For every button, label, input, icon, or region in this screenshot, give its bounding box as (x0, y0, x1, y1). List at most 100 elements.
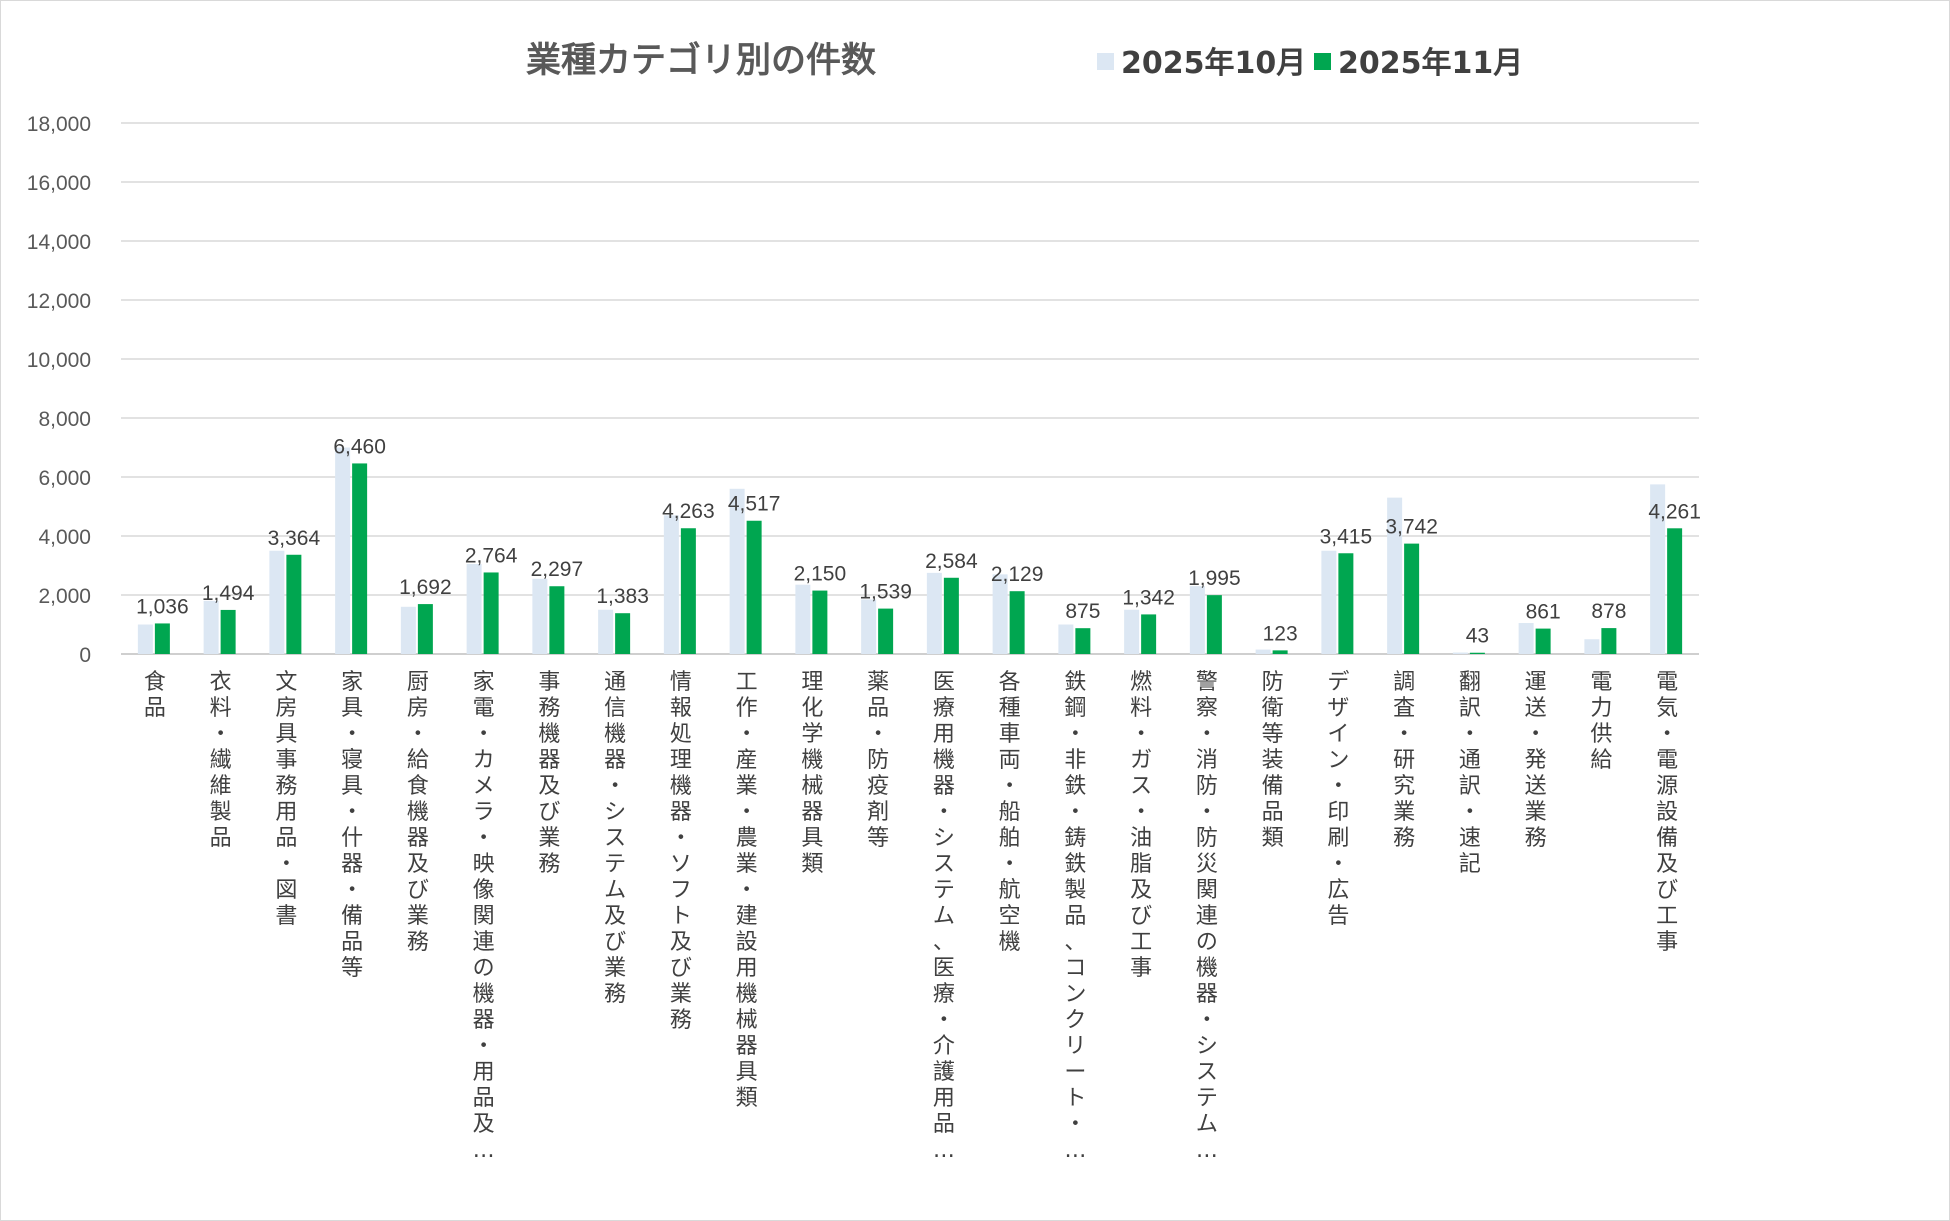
bar-2025-11 (1206, 595, 1222, 654)
x-tick-label: 防衛等装備品類 (1262, 670, 1284, 851)
data-label: 1,995 (1188, 567, 1241, 590)
y-tick-label: 14,000 (27, 231, 91, 254)
y-tick-label: 12,000 (27, 290, 91, 313)
bar-2025-10 (1584, 639, 1600, 654)
bar-2025-11 (417, 604, 433, 654)
x-tick-label: 各種車両・船舶・航空機 (999, 670, 1021, 955)
x-tick-label: 厨房・給食機器及び業務 (407, 670, 429, 955)
x-tick-label: デザイン・印刷・広告 (1327, 670, 1349, 929)
y-tick-label: 10,000 (27, 349, 91, 372)
data-labels: 1,036 1,494 3,364 6,460 1,692 2,764 2,297 1,383… (136, 435, 1701, 647)
bar-2025-10 (335, 447, 351, 654)
x-tick-label: 燃料・ガス・油脂及び工事 (1130, 670, 1152, 981)
bar-2025-10 (663, 515, 679, 654)
data-label: 43 (1466, 625, 1489, 648)
bar-2025-11 (154, 623, 170, 654)
bar-2025-11 (483, 572, 499, 654)
x-tick-label: 翻訳・通訳・速記 (1459, 670, 1481, 877)
bar-2025-11 (352, 463, 368, 654)
bar-2025-11 (220, 609, 236, 654)
data-label: 2,764 (465, 544, 518, 567)
x-tick-label: 理化学機械器具類 (801, 670, 823, 877)
data-label: 2,584 (925, 550, 978, 573)
data-label: 1,383 (596, 585, 649, 608)
x-tick-label: 工作・産業・農業・建設用機械器具類 (736, 670, 758, 1111)
bar-2025-10 (400, 606, 416, 654)
data-label: 3,415 (1320, 525, 1373, 548)
legend: 2025年10月 2025年11月 (1097, 46, 1523, 81)
y-tick-label: 18,000 (27, 113, 91, 136)
x-tick-label: 家具・寝具・什器・備品等 (341, 670, 363, 981)
data-label: 123 (1263, 622, 1298, 645)
y-tick-label: 0 (79, 644, 91, 667)
x-tick-label: 情報処理機器・ソフト及び業務 (670, 670, 692, 1033)
bar-2025-10 (466, 564, 482, 654)
y-tick-label: 16,000 (27, 172, 91, 195)
data-label: 1,342 (1122, 586, 1175, 609)
bar-2025-11 (615, 613, 631, 654)
y-tick-label: 2,000 (38, 585, 91, 608)
x-tick-label: 文房具事務用品・図書 (275, 670, 297, 929)
bar-2025-11 (1141, 614, 1157, 654)
bar-2025-10 (1452, 652, 1468, 654)
bar-2025-10 (1650, 484, 1666, 654)
x-tick-label: 運送・発送業務 (1525, 670, 1547, 851)
bar-2025-10 (926, 572, 942, 654)
data-label: 861 (1526, 601, 1561, 624)
x-tick-label: 衣料・繊維製品 (210, 670, 232, 851)
y-axis-ticks: 0 2,000 4,000 6,000 8,000 10,000 12,000 14,000 1… (27, 113, 91, 667)
y-tick-label: 8,000 (38, 408, 91, 431)
bar-2025-11 (1272, 650, 1288, 654)
x-tick-label: 鉄鋼・非鉄・鋳鉄製品、コンクリート・… (1064, 670, 1086, 1163)
data-label: 2,129 (991, 563, 1044, 586)
x-tick-label: 通信機器・システム及び業務 (604, 670, 626, 1007)
bar-2025-10 (203, 600, 219, 654)
x-tick-label: 家電・カメラ・映像関連の機器・用品及… (473, 670, 495, 1163)
bar-2025-11 (286, 554, 302, 654)
x-tick-label: 食品 (144, 670, 166, 721)
bar-2025-10 (1189, 586, 1205, 654)
data-label: 1,692 (399, 576, 452, 599)
bar-2025-10 (532, 578, 548, 654)
bar-2025-10 (1321, 550, 1337, 654)
bar-2025-11 (680, 528, 696, 654)
data-label: 3,742 (1385, 516, 1438, 539)
x-axis-labels: 食品 衣料・繊維製品 文房具事務用品・図書 家具・寝具・什器・備品等 厨房・給食機器及び… (144, 670, 1678, 1163)
bar-2025-10 (269, 550, 285, 654)
bar-2025-10 (598, 609, 614, 654)
x-tick-label: 調査・研究業務 (1393, 670, 1415, 851)
bar-2025-11 (1469, 652, 1485, 654)
bar-2025-11 (878, 608, 894, 654)
bar-2025-10 (1255, 649, 1271, 654)
legend-label: 2025年11月 (1338, 46, 1523, 81)
bar-2025-11 (1404, 543, 1420, 654)
bar-2025-10 (1387, 497, 1403, 654)
data-label: 875 (1065, 600, 1100, 623)
data-label: 1,036 (136, 595, 189, 618)
bar-2025-11 (943, 577, 959, 654)
bar-2025-10 (861, 599, 877, 654)
data-label: 1,539 (859, 581, 912, 604)
data-label: 6,460 (333, 435, 386, 458)
x-tick-label: 警察・消防・防災関連の機器・システム… (1196, 670, 1218, 1163)
bar-2025-11 (1009, 591, 1025, 654)
bar-2025-11 (1667, 528, 1683, 654)
y-tick-label: 4,000 (38, 526, 91, 549)
bar-2025-11 (549, 586, 565, 654)
x-tick-label: 電力供給 (1590, 670, 1612, 773)
x-tick-label: 薬品・防疫剤等 (867, 670, 889, 851)
legend-swatch-2025-11 (1314, 53, 1331, 70)
bar-2025-11 (1535, 628, 1551, 654)
bar-2025-10 (992, 574, 1008, 654)
data-label: 3,364 (268, 527, 321, 550)
bar-2025-11 (812, 590, 828, 654)
legend-swatch-2025-10 (1097, 53, 1114, 70)
data-label: 4,263 (662, 500, 715, 523)
gridlines (121, 122, 1699, 655)
bar-2025-11 (1338, 553, 1354, 654)
data-label: 4,517 (728, 493, 781, 516)
bar-2025-10 (1124, 609, 1140, 654)
bar-2025-10 (137, 624, 153, 654)
